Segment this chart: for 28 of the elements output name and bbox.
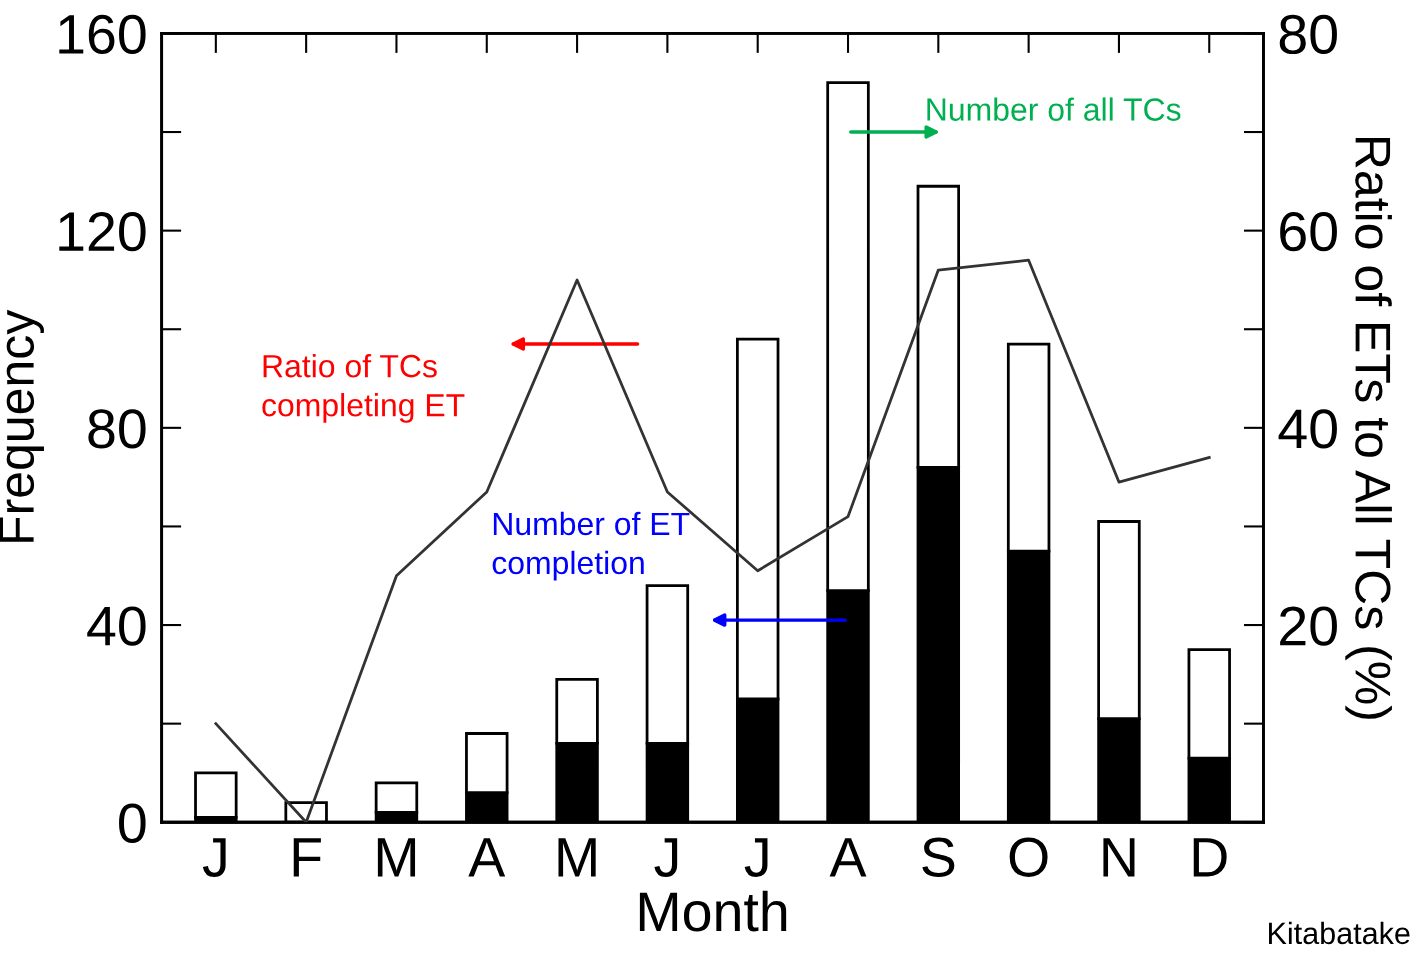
y2-tick-label: 60 <box>1280 211 1337 252</box>
x-tick-label: F <box>293 838 321 877</box>
y-axis-title: Frequency <box>0 309 44 542</box>
x-tick-label: S <box>922 837 955 877</box>
y2-tick-label: 40 <box>1278 409 1337 449</box>
x-tick-label: J <box>202 838 226 877</box>
x-tick-label: A <box>468 838 506 877</box>
x-tick-label: O <box>1009 837 1048 877</box>
x-tick-label: J <box>654 838 678 877</box>
y-tick-label: 120 <box>59 211 146 252</box>
x-tick-label: J <box>744 838 768 877</box>
y-tick-label: 80 <box>88 409 146 449</box>
y2-tick-label: 80 <box>1279 14 1337 55</box>
text: Kitabatake <box>1269 921 1410 945</box>
x-axis-title: Month <box>639 890 787 932</box>
y2-tick-label: 20 <box>1280 606 1337 646</box>
y-tick-label: 0 <box>119 803 146 843</box>
x-tick-label: A <box>829 838 867 877</box>
x-tick-label: D <box>1193 838 1227 877</box>
x-tick-label: M <box>558 838 596 877</box>
annotation: Number of ET completion <box>492 511 690 581</box>
annotation: Number of all TCs <box>927 97 1181 121</box>
y-tick-label: 160 <box>59 14 146 55</box>
x-tick-label: N <box>1103 838 1135 877</box>
y2-axis-title: Ratio of ETs to All TCs (%) <box>1345 137 1392 719</box>
y-tick-label: 40 <box>87 606 146 646</box>
annotation: Ratio of TCs completing ET <box>262 353 465 423</box>
x-tick-label: M <box>377 838 416 877</box>
